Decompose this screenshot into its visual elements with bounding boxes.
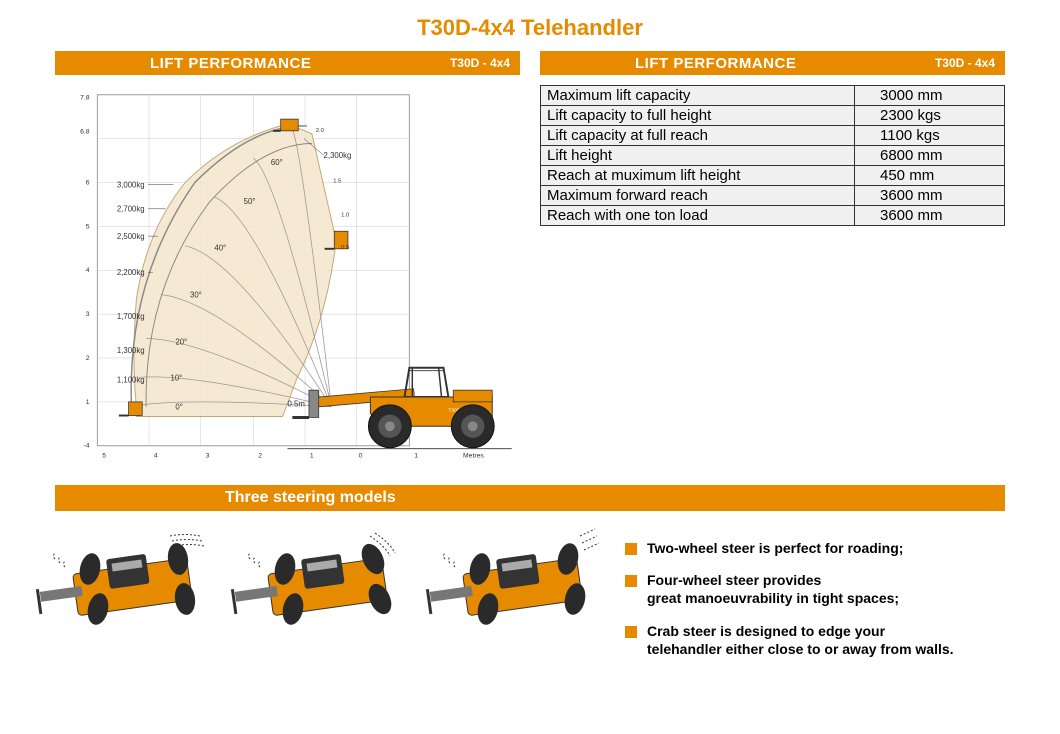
steering-bullets: Two-wheel steer is perfect for roading; … xyxy=(625,521,1030,672)
svg-text:3,000kg: 3,000kg xyxy=(117,180,145,189)
cell-label: Maximum lift capacity xyxy=(541,86,855,106)
bullet-item: Four-wheel steer provides great manoeuvr… xyxy=(625,571,1030,607)
table-row: Lift capacity at full reach1100 kgs xyxy=(541,126,1005,146)
svg-text:2,500kg: 2,500kg xyxy=(117,232,145,241)
bullet-square-icon xyxy=(625,543,637,555)
svg-text:40°: 40° xyxy=(214,244,226,253)
table-row: Maximum forward reach3600 mm xyxy=(541,186,1005,206)
svg-text:5: 5 xyxy=(86,223,90,230)
cell-label: Reach at muximum lift height xyxy=(541,166,855,186)
svg-text:1: 1 xyxy=(86,399,90,406)
svg-text:50°: 50° xyxy=(244,197,256,206)
svg-text:1: 1 xyxy=(310,452,314,459)
table-row: Lift height6800 mm xyxy=(541,146,1005,166)
steering-crab-icon xyxy=(420,521,615,641)
svg-text:1,300kg: 1,300kg xyxy=(117,346,145,355)
bullet-item: Two-wheel steer is perfect for roading; xyxy=(625,539,1030,557)
cell-value: 6800 mm xyxy=(855,146,1005,166)
lift-performance-left: LIFT PERFORMANCE T30D - 4x4 xyxy=(55,51,520,475)
table-row: Reach at muximum lift height450 mm xyxy=(541,166,1005,186)
cell-value: 1100 kgs xyxy=(855,126,1005,146)
cell-value: 3600 mm xyxy=(855,206,1005,226)
svg-text:0°: 0° xyxy=(175,403,182,412)
cell-label: Lift capacity at full reach xyxy=(541,126,855,146)
svg-text:0.5m: 0.5m xyxy=(288,400,305,409)
svg-text:1.5: 1.5 xyxy=(333,179,341,185)
svg-text:2.0: 2.0 xyxy=(316,128,325,134)
svg-text:6.8: 6.8 xyxy=(80,129,90,136)
svg-text:1: 1 xyxy=(414,452,418,459)
svg-text:4: 4 xyxy=(86,267,90,274)
top-section: LIFT PERFORMANCE T30D - 4x4 xyxy=(0,51,1060,475)
cell-label: Reach with one ton load xyxy=(541,206,855,226)
svg-text:60°: 60° xyxy=(271,158,283,167)
svg-text:Metres: Metres xyxy=(463,452,484,459)
reach-diagram-svg: 7.8 6.8 6 5 4 3 2 1 -4 5 4 3 2 1 0 1 Met… xyxy=(55,85,520,475)
svg-text:1,100kg: 1,100kg xyxy=(117,375,145,384)
steering-two-wheel-icon xyxy=(30,521,225,641)
svg-text:20°: 20° xyxy=(175,337,187,346)
lift-performance-right: LIFT PERFORMANCE T30D - 4x4 Maximum lift… xyxy=(540,51,1005,475)
cell-label: Maximum forward reach xyxy=(541,186,855,206)
svg-text:0.5: 0.5 xyxy=(341,245,349,251)
bullet-text: Crab steer is designed to edge your tele… xyxy=(647,622,954,658)
steering-four-wheel-icon xyxy=(225,521,420,641)
svg-text:2,300kg: 2,300kg xyxy=(324,151,352,160)
cell-value: 450 mm xyxy=(855,166,1005,186)
steering-section: Two-wheel steer is perfect for roading; … xyxy=(0,511,1060,672)
steering-header: Three steering models xyxy=(55,485,1005,511)
bullet-square-icon xyxy=(625,575,637,587)
cell-value: 3600 mm xyxy=(855,186,1005,206)
bullet-item: Crab steer is designed to edge your tele… xyxy=(625,622,1030,658)
header-title: LIFT PERFORMANCE xyxy=(55,55,311,72)
bullet-text: Four-wheel steer provides great manoeuvr… xyxy=(647,571,899,607)
svg-text:-4: -4 xyxy=(84,443,90,450)
lift-perf-header-right: LIFT PERFORMANCE T30D - 4x4 xyxy=(540,51,1005,75)
header-title: LIFT PERFORMANCE xyxy=(540,55,796,72)
svg-text:0: 0 xyxy=(359,452,363,459)
header-sub: T30D - 4x4 xyxy=(935,56,995,70)
cell-label: Lift capacity to full height xyxy=(541,106,855,126)
svg-text:5: 5 xyxy=(102,452,106,459)
cell-label: Lift height xyxy=(541,146,855,166)
svg-text:7.8: 7.8 xyxy=(80,95,90,102)
reach-chart: 7.8 6.8 6 5 4 3 2 1 -4 5 4 3 2 1 0 1 Met… xyxy=(55,75,520,475)
svg-text:1.0: 1.0 xyxy=(341,213,350,219)
svg-text:2: 2 xyxy=(86,355,90,362)
svg-text:4: 4 xyxy=(154,452,158,459)
bullet-text: Two-wheel steer is perfect for roading; xyxy=(647,539,903,557)
header-sub: T30D - 4x4 xyxy=(450,56,510,70)
telehandler-side-icon: T30D xyxy=(288,368,512,449)
cell-value: 2300 kgs xyxy=(855,106,1005,126)
table-row: Reach with one ton load3600 mm xyxy=(541,206,1005,226)
table-row: Lift capacity to full height2300 kgs xyxy=(541,106,1005,126)
svg-text:2: 2 xyxy=(258,452,262,459)
steering-images xyxy=(30,521,615,672)
page-title: T30D-4x4 Telehandler xyxy=(0,0,1060,51)
performance-table: Maximum lift capacity3000 mm Lift capaci… xyxy=(540,85,1005,226)
svg-text:10°: 10° xyxy=(171,373,183,382)
svg-text:2,700kg: 2,700kg xyxy=(117,205,145,214)
table-row: Maximum lift capacity3000 mm xyxy=(541,86,1005,106)
cell-value: 3000 mm xyxy=(855,86,1005,106)
svg-text:30°: 30° xyxy=(190,291,202,300)
bullet-square-icon xyxy=(625,626,637,638)
svg-text:3: 3 xyxy=(206,452,210,459)
lift-perf-header-left: LIFT PERFORMANCE T30D - 4x4 xyxy=(55,51,520,75)
svg-text:1,700kg: 1,700kg xyxy=(117,312,145,321)
svg-text:2,200kg: 2,200kg xyxy=(117,268,145,277)
svg-text:3: 3 xyxy=(86,311,90,318)
svg-text:6: 6 xyxy=(86,179,90,186)
